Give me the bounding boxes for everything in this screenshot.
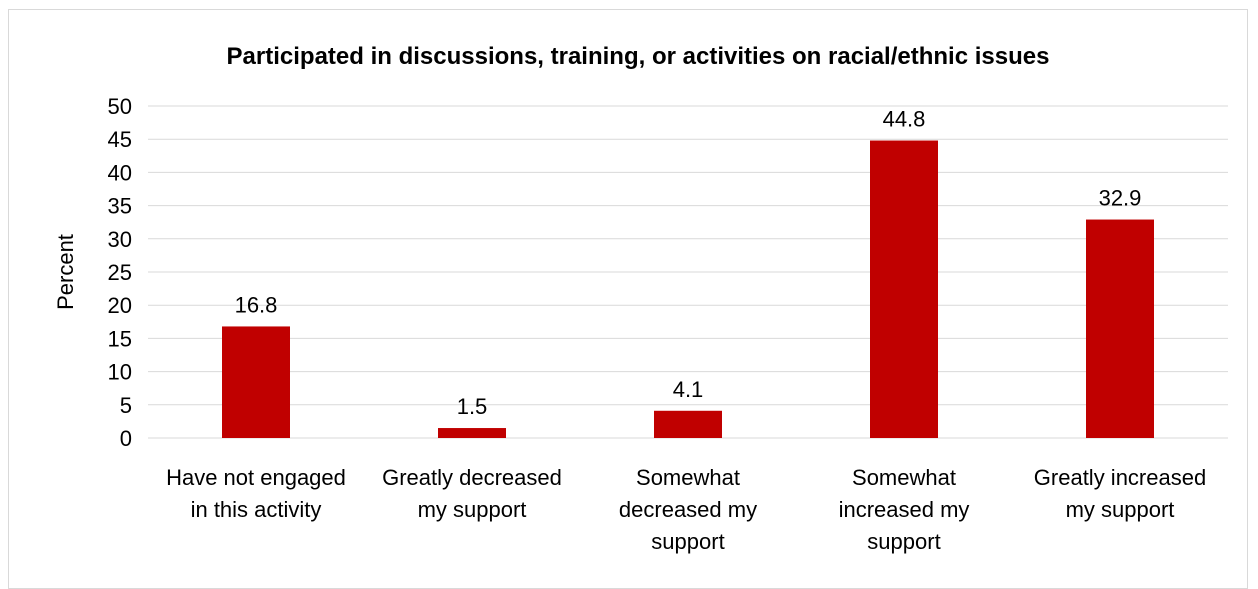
x-category-label-line: my support bbox=[1066, 497, 1175, 522]
bar bbox=[654, 410, 722, 438]
x-category-label: Somewhat decreased my support bbox=[619, 465, 757, 554]
y-tick-label: 45 bbox=[108, 127, 132, 152]
chart-title: Participated in discussions, training, o… bbox=[227, 43, 1050, 70]
y-tick-label: 0 bbox=[120, 426, 132, 451]
x-category-label-line: decreased my bbox=[619, 497, 757, 522]
x-category-label-line: increased my bbox=[839, 497, 970, 522]
x-axis-categories: Have not engaged in this activity Greatly … bbox=[166, 465, 1206, 554]
y-axis-ticks: 0 5 10 15 20 25 30 35 40 45 50 bbox=[108, 94, 132, 451]
bar bbox=[870, 140, 938, 438]
data-label: 1.5 bbox=[457, 394, 488, 419]
data-label: 4.1 bbox=[673, 377, 704, 402]
y-tick-label: 40 bbox=[108, 160, 132, 185]
y-tick-label: 20 bbox=[108, 293, 132, 318]
x-category-label-line: Somewhat bbox=[636, 465, 740, 490]
bar bbox=[222, 326, 290, 438]
x-category-label-line: support bbox=[651, 529, 724, 554]
y-tick-label: 25 bbox=[108, 260, 132, 285]
bars bbox=[222, 140, 1154, 438]
x-category-label-line: in this activity bbox=[191, 497, 322, 522]
y-tick-label: 15 bbox=[108, 326, 132, 351]
y-tick-label: 50 bbox=[108, 94, 132, 119]
x-category-label-line: Greatly increased bbox=[1034, 465, 1206, 490]
y-tick-label: 30 bbox=[108, 227, 132, 252]
bar-chart: Participated in discussions, training, o… bbox=[53, 43, 1228, 554]
data-labels: 16.8 1.5 4.1 44.8 32.9 bbox=[235, 107, 1142, 420]
data-label: 44.8 bbox=[883, 107, 926, 132]
x-category-label-line: Somewhat bbox=[852, 465, 956, 490]
y-tick-label: 35 bbox=[108, 194, 132, 219]
y-tick-label: 5 bbox=[120, 393, 132, 418]
gridlines bbox=[148, 105, 1228, 439]
x-category-label-line: Have not engaged bbox=[166, 465, 346, 490]
y-axis-label: Percent bbox=[53, 234, 78, 310]
x-category-label: Have not engaged in this activity bbox=[166, 465, 346, 522]
x-category-label: Somewhat increased my support bbox=[839, 465, 970, 554]
x-category-label: Greatly increased my support bbox=[1034, 465, 1206, 522]
y-tick-label: 10 bbox=[108, 360, 132, 385]
bar bbox=[1086, 219, 1154, 438]
data-label: 32.9 bbox=[1099, 186, 1142, 211]
x-category-label-line: my support bbox=[418, 497, 527, 522]
data-label: 16.8 bbox=[235, 292, 278, 317]
x-category-label-line: Greatly decreased bbox=[382, 465, 562, 490]
x-category-label: Greatly decreased my support bbox=[382, 465, 562, 522]
x-category-label-line: support bbox=[867, 529, 940, 554]
bar bbox=[438, 428, 506, 438]
